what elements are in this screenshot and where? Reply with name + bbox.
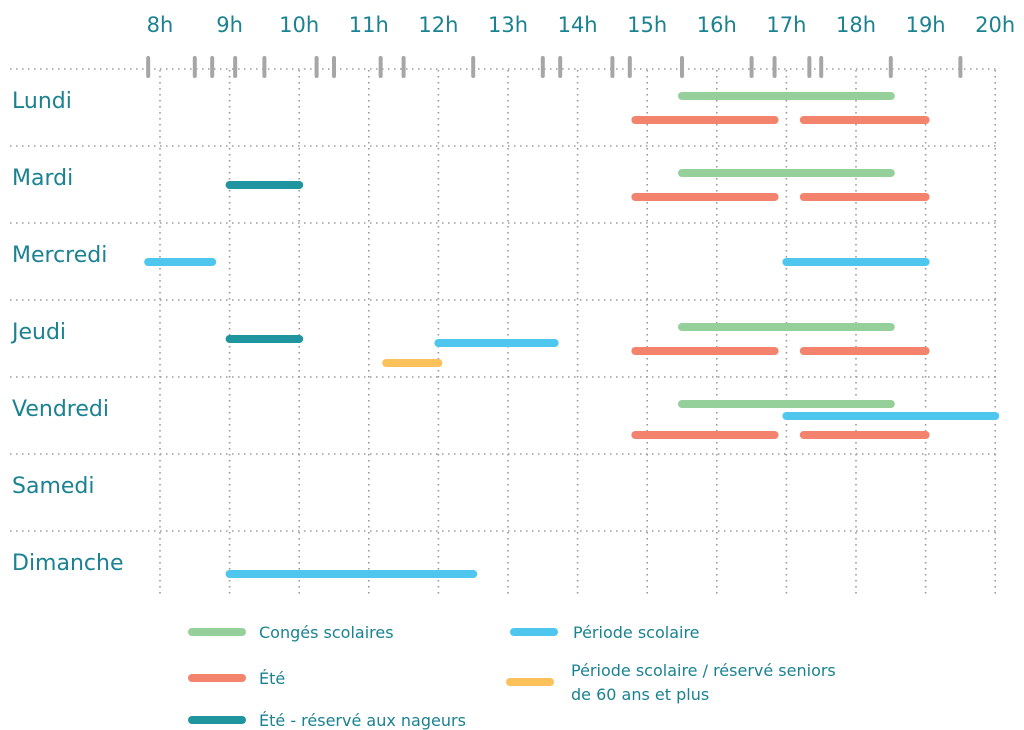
day-label: Lundi [12,89,72,114]
hour-label: 10h [279,13,319,37]
hour-label: 17h [766,13,806,37]
legend-label-seniors: de 60 ans et plus [571,685,709,704]
legend-label-ete: Été [259,669,285,688]
hour-label: 13h [488,13,528,37]
hour-label: 12h [418,13,458,37]
hour-label: 16h [697,13,737,37]
hour-label: 18h [836,13,876,37]
hour-label: 14h [558,13,598,37]
hour-label: 19h [906,13,946,37]
day-axis: Lundi Mardi Mercredi Jeudi Vendredi Samedi Dim… [10,89,123,576]
hour-axis: 8h 9h 10h 11h 12h 13h 14h 15h 16h 17h 18h 19h 20h [147,13,1016,37]
boundary-ticks [146,56,963,78]
legend-label-seniors: Période scolaire / réservé seniors [571,661,836,680]
grid [10,68,1000,595]
hour-label: 8h [147,13,174,37]
legend-label-conges: Congés scolaires [259,623,394,642]
hour-label: 20h [975,13,1015,37]
legend: Congés scolaires Été Été - réservé aux nag… [188,623,836,730]
schedule-bars [144,92,1000,578]
legend-label-ete_nageurs: Été - réservé aux nageurs [259,711,466,730]
legend-label-scolaire: Période scolaire [573,623,700,642]
hour-label: 9h [216,13,243,37]
hour-label: 15h [627,13,667,37]
day-label: Samedi [12,474,95,499]
day-label: Mardi [12,166,73,191]
day-label: Dimanche [12,551,123,576]
hour-label: 11h [349,13,389,37]
day-label: Jeudi [10,320,66,345]
day-label: Vendredi [12,397,109,422]
day-label: Mercredi [12,243,107,268]
